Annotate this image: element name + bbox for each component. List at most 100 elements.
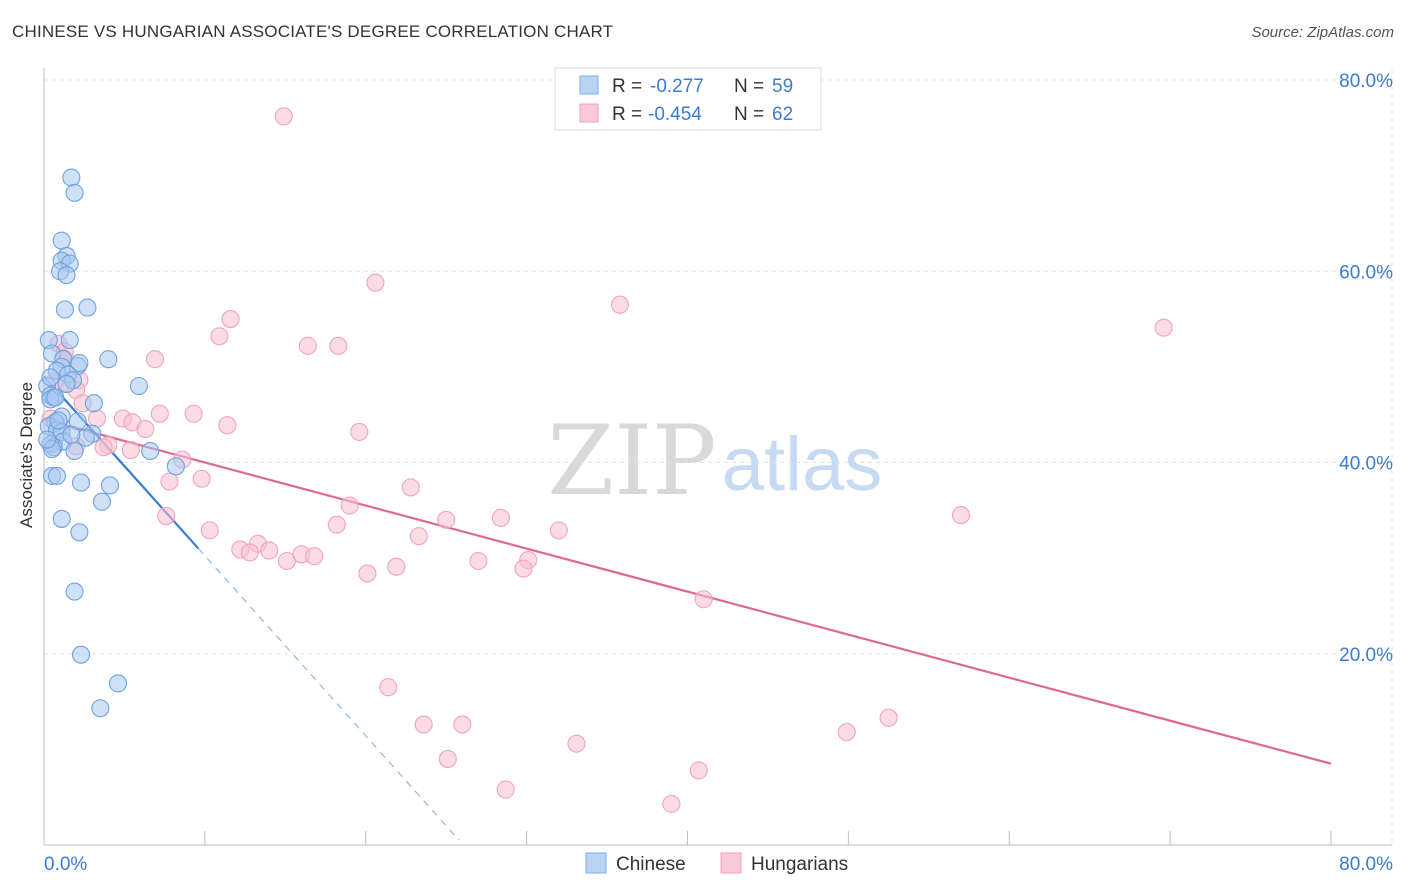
y-tick-labels: 20.0% 40.0% 60.0% 80.0%: [1339, 71, 1393, 666]
hungarians-point: [438, 749, 457, 768]
hungarians-point: [340, 496, 359, 515]
legend-swatch-hungarians: [579, 103, 599, 123]
legend-bottom-label-hungarians: Hungarians: [751, 854, 848, 875]
hungarians-point: [694, 590, 713, 609]
chinese-point: [62, 168, 81, 187]
hungarians-point: [277, 551, 296, 571]
chinese-point: [57, 266, 76, 285]
chinese-point: [84, 394, 103, 413]
hungarians-point: [469, 551, 488, 571]
hungarians-point: [414, 715, 433, 734]
chinese-point: [70, 353, 89, 373]
x-tick-labels: 0.0% 80.0%: [44, 854, 1393, 875]
chinese-point: [55, 300, 74, 319]
chinese-point: [78, 298, 97, 317]
hungarians-point: [221, 310, 240, 329]
hungarians-point: [879, 708, 898, 727]
chinese-trend-extension: [197, 548, 460, 841]
chinese-point: [49, 411, 68, 430]
hungarians-point: [218, 416, 237, 435]
y-axis-label: Associate's Degree: [17, 382, 36, 528]
hungarians-point: [366, 273, 385, 292]
chinese-point: [71, 645, 91, 664]
source-credit: Source: ZipAtlas.com: [1251, 24, 1394, 41]
hungarians-point: [567, 734, 586, 753]
legend-swatch-chinese: [579, 75, 599, 95]
legend-r-value-chinese: -0.277: [650, 76, 704, 97]
hungarians-point: [662, 794, 681, 813]
chinese-point: [52, 231, 71, 250]
legend-r-label-chinese: R =: [612, 76, 642, 97]
chinese-point: [65, 582, 84, 601]
hungarians-point: [387, 557, 406, 576]
chinese-point: [71, 473, 91, 492]
hungarians-point: [491, 508, 510, 528]
hungarians-point: [192, 469, 211, 488]
hungarians-point: [160, 472, 179, 491]
y-tick-label-80: 80.0%: [1339, 71, 1393, 92]
chinese-point: [47, 466, 66, 485]
axes: [43, 68, 1392, 846]
chinese-point: [62, 425, 81, 444]
hungarians-points: [41, 107, 1173, 813]
x-tick-label-80: 80.0%: [1339, 854, 1393, 875]
hungarians-point: [94, 438, 113, 457]
chinese-point: [46, 388, 65, 407]
chinese-point: [141, 441, 160, 461]
hungarians-point: [689, 761, 708, 780]
hungarians-point: [150, 404, 169, 423]
chinese-point: [129, 376, 148, 396]
chinese-point: [166, 457, 185, 476]
y-tick-label-60: 60.0%: [1339, 262, 1393, 283]
chinese-points: [38, 168, 185, 718]
chinese-point: [92, 492, 111, 511]
hungarians-point: [401, 478, 420, 497]
hungarians-point: [260, 541, 279, 560]
legend-top: R = -0.277 N = 59 R = -0.454 N = 62: [554, 67, 822, 131]
x-tick-label-0: 0.0%: [44, 854, 87, 875]
chinese-point: [91, 699, 110, 718]
legend-n-value-chinese: 59: [772, 76, 793, 97]
hungarians-point: [240, 543, 259, 562]
hungarians-point: [274, 107, 293, 126]
hungarians-point: [951, 506, 971, 525]
chinese-point: [57, 375, 76, 394]
legend-n-label-hungarians: N =: [734, 104, 764, 125]
hungarians-point: [327, 515, 346, 534]
hungarians-point: [837, 723, 856, 742]
y-tick-label-20: 20.0%: [1339, 645, 1393, 666]
hungarians-point: [329, 336, 348, 355]
hungarians-point: [121, 441, 140, 460]
hungarians-point: [88, 409, 107, 428]
y-tick-label-40: 40.0%: [1339, 454, 1393, 475]
legend-n-value-hungarians: 62: [772, 104, 793, 125]
hungarians-point: [610, 295, 629, 314]
gridlines: [44, 70, 1393, 845]
chinese-point: [60, 331, 79, 350]
legend-bottom-swatch-chinese: [585, 852, 607, 874]
chinese-point: [41, 368, 60, 387]
legend-top-box: [554, 67, 822, 131]
hungarians-point: [157, 506, 176, 526]
hungarians-point: [136, 419, 155, 439]
hungarians-point: [305, 547, 324, 566]
chinese-point: [99, 350, 118, 369]
chinese-point: [65, 441, 84, 461]
hungarians-point: [145, 350, 165, 369]
legend-bottom-swatch-hungarians: [720, 852, 742, 874]
hungarians-point: [514, 559, 533, 578]
hungarians-point: [1154, 318, 1173, 337]
hungarians-point: [200, 521, 219, 540]
chart-title: CHINESE VS HUNGARIAN ASSOCIATE'S DEGREE …: [12, 22, 614, 41]
chinese-point: [38, 430, 57, 449]
chinese-point: [70, 523, 89, 542]
hungarians-point: [549, 521, 568, 540]
chinese-point: [65, 183, 84, 202]
chinese-point: [52, 509, 71, 528]
watermark-zip: ZIP: [547, 405, 716, 517]
hungarians-point: [358, 564, 377, 583]
hungarians-point: [379, 678, 398, 697]
hungarians-point: [409, 527, 428, 546]
chinese-point: [108, 674, 128, 693]
